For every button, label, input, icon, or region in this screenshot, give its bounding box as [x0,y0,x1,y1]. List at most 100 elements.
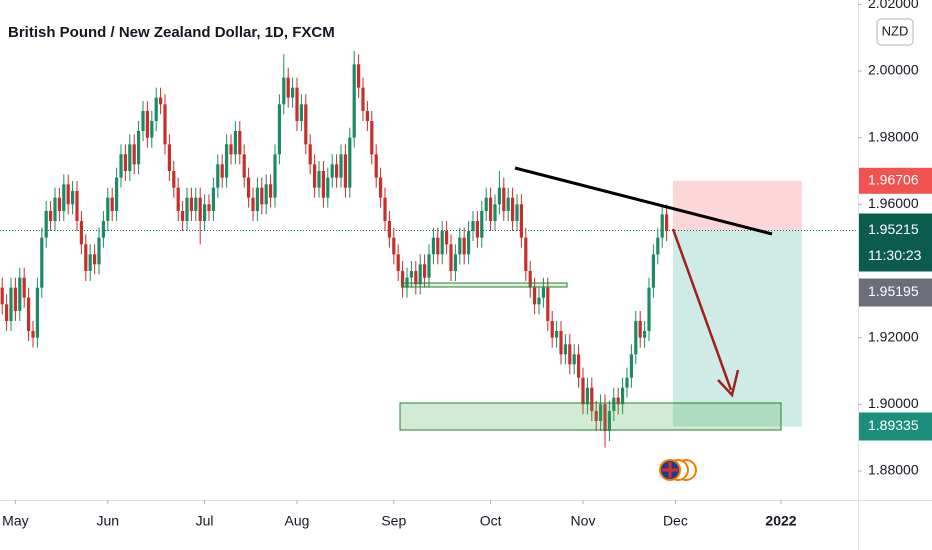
candle-body [35,287,39,338]
candle-body [647,287,651,331]
candle-body [471,221,475,231]
candle-body [467,231,471,255]
candle-body [572,354,576,365]
candle-body [656,237,660,255]
candle-body [242,154,246,178]
candle-body [445,231,449,245]
candle-body [220,164,224,178]
candle-body [233,131,237,155]
stop-price-badge [859,167,932,194]
candle-body [93,254,97,265]
candle-body [181,211,185,221]
candle-body [286,77,290,98]
candle-body [84,244,88,271]
candle-body [427,254,431,278]
x-tick-label: Aug [285,513,310,529]
candle-body [189,197,193,211]
candle-body [75,191,79,221]
candle-body [541,287,545,298]
candle-body [568,344,572,365]
candle-body [194,197,198,211]
candle-body [273,154,277,198]
candle-body [260,187,264,205]
candle-body [546,287,550,321]
candle-body [106,197,110,221]
candle-body [361,87,365,111]
x-tick-label: Sep [381,513,406,529]
candle-body [484,197,488,211]
candle-body [313,164,317,188]
candle-body [145,111,149,138]
candle-body [387,221,391,238]
candle-body [370,121,374,155]
candle-body [238,131,242,155]
candle-body [563,344,567,355]
currency-box[interactable] [876,18,914,46]
candle-body [462,237,466,255]
candle-body [423,264,427,278]
candle-body [207,204,211,211]
x-tick-label: Jun [97,513,120,529]
candle-body [590,387,594,411]
other-price-badge [859,278,932,307]
candle-body [453,254,457,271]
candle-body [594,411,598,421]
x-tick-label: Jul [196,513,214,529]
candle-body [396,254,400,271]
candle-body [185,197,189,221]
trendline [514,166,773,236]
candle-body [57,197,61,211]
candle-body [475,221,479,238]
candle-body [141,111,145,131]
candle-body [31,331,35,338]
candle-body [585,387,589,405]
candle-body [599,404,603,421]
candle-body [348,137,352,188]
candle-body [603,404,607,431]
candle-body [132,144,136,165]
position-tool [0,180,858,427]
arrow-head [717,369,740,398]
candle-body [440,231,444,255]
x-tick-label: 2022 [765,513,796,529]
arrow-shaft [671,228,733,391]
demand-zone [399,402,782,431]
candle-body [295,87,299,121]
candle-body [559,331,563,355]
candle-body [497,187,501,205]
candle-body [352,64,356,138]
candle-body [167,144,171,171]
candle-body [365,111,369,121]
candle-body [137,131,141,165]
countdown-label: 11:30:23 [868,247,922,263]
candle-body [176,187,180,211]
stop-price-label: 1.96706 [868,172,919,188]
candle-body [621,387,625,405]
candle-body [203,204,207,221]
candle-body [638,321,642,338]
candle-body [555,331,559,338]
candle-body [533,287,537,305]
y-tick-label: 1.96000 [868,195,919,211]
candle-body [643,331,647,338]
currency-label[interactable]: NZD [882,23,909,38]
candle-body [409,271,413,278]
candle-body [511,197,515,221]
candle-body [291,87,295,98]
candle-body [330,164,334,178]
candle-body [335,164,339,178]
candle-body [449,244,453,271]
event-icons [659,459,697,481]
candle-body [216,164,220,188]
candle-body [660,214,664,238]
candle-body [53,197,57,221]
candle-body [519,204,523,238]
candle-body [528,271,532,288]
y-tick-label: 1.90000 [868,395,919,411]
candle-body [612,397,616,411]
candle-body [211,187,215,211]
candle-body [27,297,31,331]
